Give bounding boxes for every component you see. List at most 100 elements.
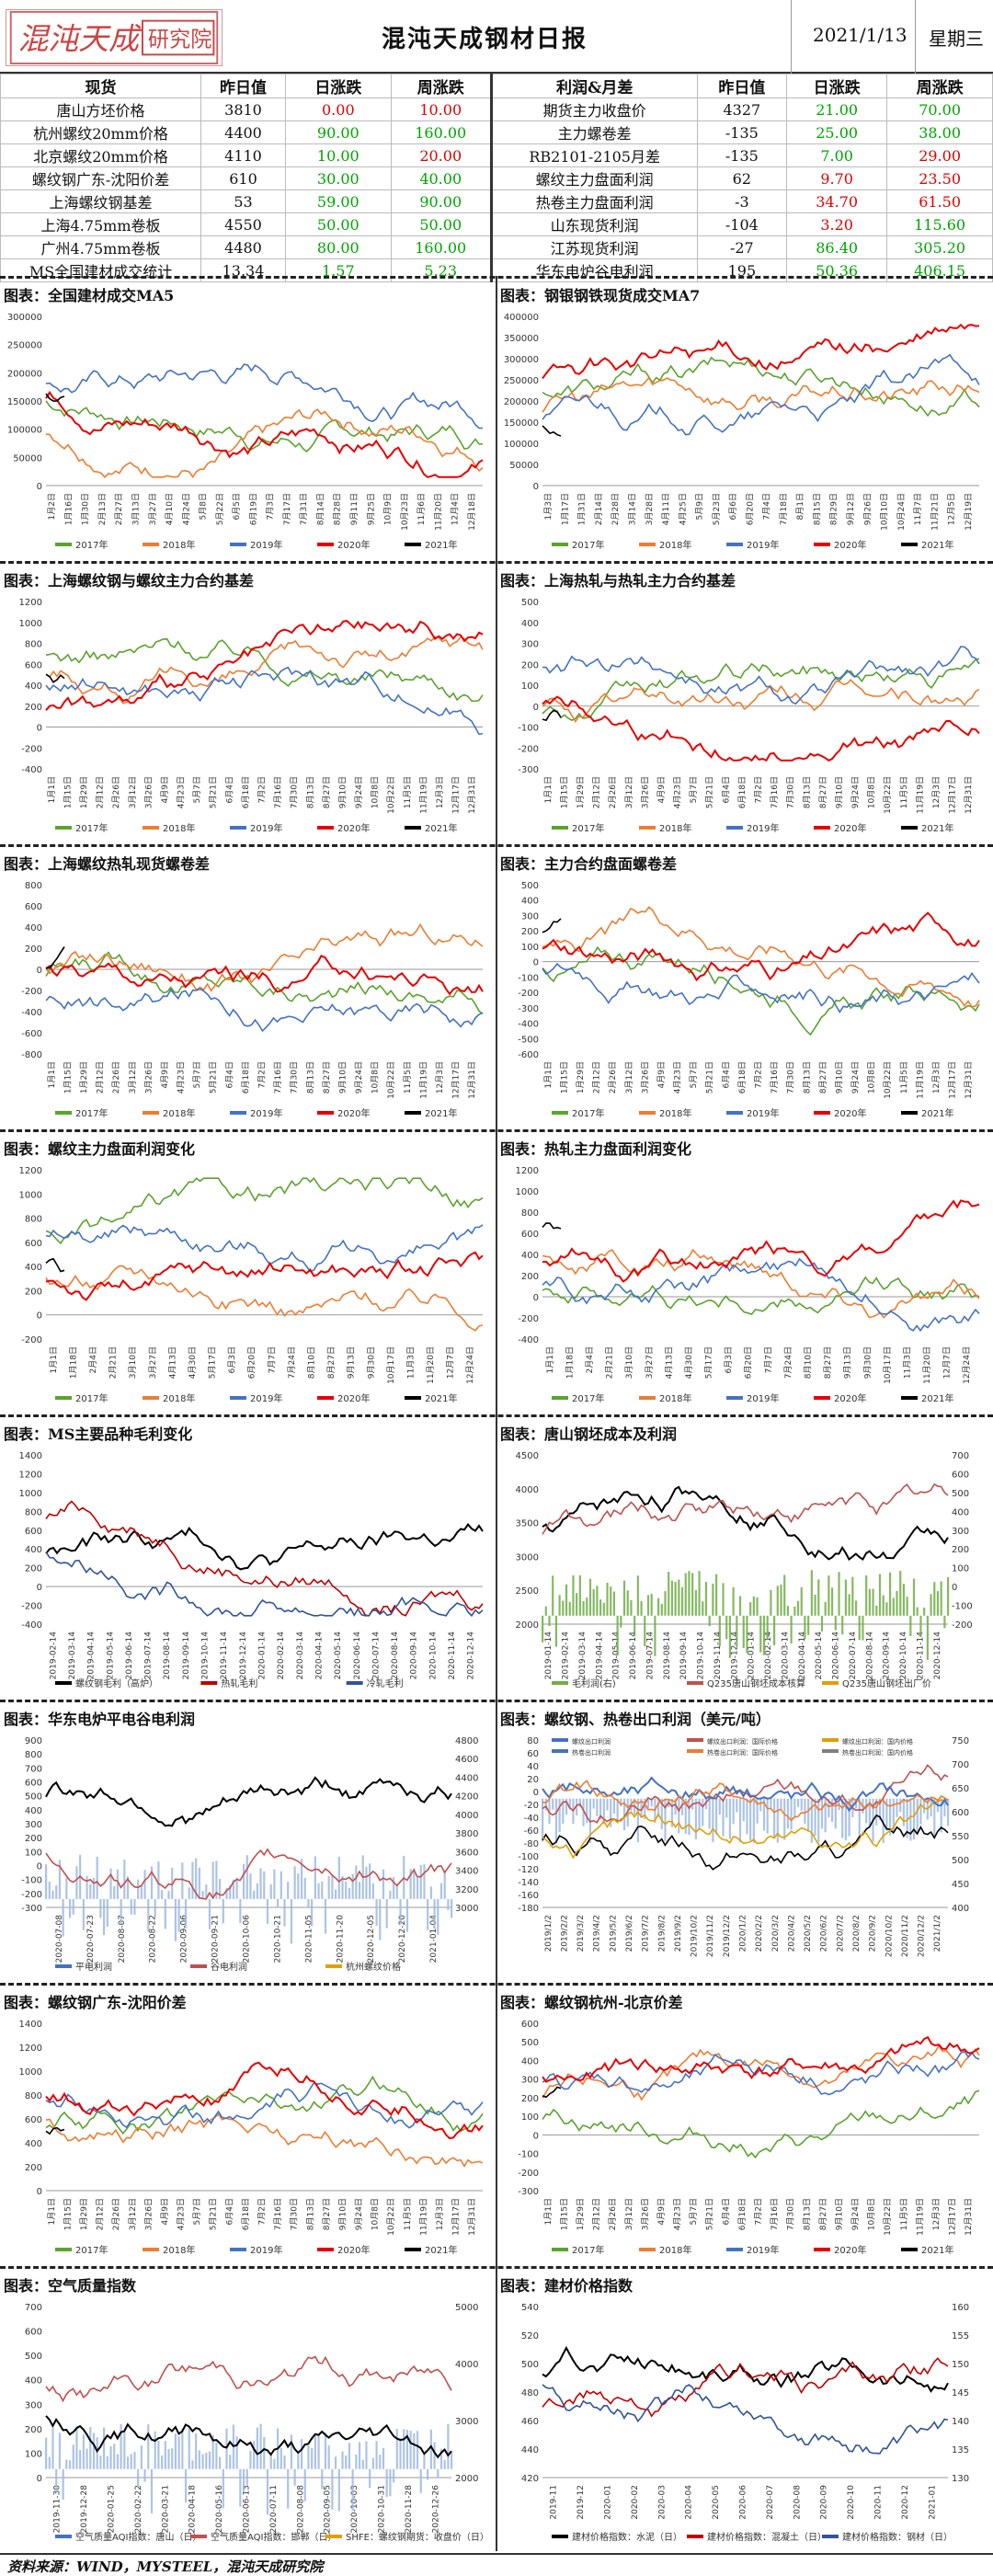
legend-swatch [552, 1396, 568, 1400]
bar [327, 2445, 330, 2469]
row-week-change: 10.00 [390, 97, 492, 121]
row-day-change: 34.70 [786, 189, 888, 213]
bar [72, 2444, 74, 2469]
x-tick-label: 12月3日 [931, 2198, 942, 2230]
row-day-change: 59.00 [284, 189, 392, 213]
bar [239, 2468, 242, 2507]
chart-2: 1200 1000 800 600 400 200 0 -200 -400 1月1日 1月15日 1月… [19, 598, 484, 834]
series-line [542, 1798, 949, 1860]
bar [358, 1882, 361, 1899]
bar [269, 1883, 272, 1899]
bar [303, 1877, 306, 1899]
chart-title: 图表：螺纹钢广东-沈阳价差 [4, 1990, 187, 2012]
legend-swatch [325, 2535, 342, 2538]
bar [552, 1575, 554, 1616]
y-tick-label: -40 [524, 1814, 539, 1824]
x-tick-label: 1月29日 [79, 776, 89, 808]
row-name: 热卷主力盘面利润 [489, 189, 698, 213]
y2-tick-label: 750 [952, 1736, 969, 1746]
bar [933, 1582, 936, 1616]
bar [120, 1898, 122, 1925]
bar [738, 1798, 742, 1843]
y-tick-label: 600 [25, 902, 42, 912]
bar [576, 1798, 578, 1815]
y-tick-label: 100 [521, 2112, 539, 2123]
x-tick-label: 2019/8/2 [657, 1915, 667, 1952]
y-tick-label: 800 [521, 1208, 539, 1219]
series-line [542, 962, 980, 1014]
x-tick-label: 5月8日 [199, 493, 209, 520]
x-tick-label: 4月9日 [160, 1061, 170, 1088]
x-tick-label: 2020-12-26 [431, 2485, 440, 2534]
x-tick-label: 3月27日 [645, 1346, 655, 1379]
bar [562, 1798, 565, 1824]
x-tick-label: 12月7日 [942, 1346, 953, 1379]
y-tick-label: -600 [518, 1050, 539, 1060]
row-value: 3810 [200, 97, 286, 121]
bar [147, 1898, 150, 1932]
bar [756, 1798, 759, 1824]
legend-swatch [687, 2535, 703, 2538]
y-tick-label: 500 [25, 2352, 42, 2362]
x-tick-label: 2019/9/2 [674, 1915, 683, 1952]
series-line [542, 2050, 980, 2096]
bar [680, 1586, 684, 1616]
bar [393, 2468, 395, 2483]
bar [875, 1605, 878, 1616]
bar [889, 1572, 892, 1616]
bar [804, 1615, 806, 1640]
legend-label: 杭州螺纹价格 [346, 1961, 401, 1973]
bar [936, 1591, 940, 1616]
bar [263, 1871, 266, 1899]
y-tick-label: -80 [524, 1839, 539, 1849]
legend-swatch [639, 543, 656, 546]
bar [167, 1890, 170, 1899]
bar [882, 1798, 885, 1843]
legend-label: 2017年 [75, 1392, 108, 1404]
bar [371, 1883, 374, 1899]
series-line [542, 906, 980, 1008]
y-tick-label: 150000 [504, 418, 539, 429]
legend-swatch [901, 1111, 918, 1115]
bar [273, 1869, 276, 1899]
bar [191, 2460, 194, 2469]
bar [602, 1798, 605, 1825]
y-tick-label: -140 [518, 1878, 539, 1888]
y2-tick-label: 100 [952, 1564, 969, 1574]
x-tick-label: 2020-10-14 [428, 1631, 438, 1680]
bar [738, 1596, 742, 1616]
bar [606, 1582, 609, 1616]
bar [164, 1898, 166, 1929]
legend-label: 2020年 [337, 1107, 370, 1119]
y2-tick-label: 140 [952, 2417, 969, 2427]
bar [89, 2426, 92, 2469]
bar [242, 2468, 245, 2493]
x-tick-label: 2月26日 [111, 776, 121, 808]
bar [568, 1798, 571, 1809]
y-tick-label: 1000 [516, 1187, 539, 1197]
x-tick-label: 2019-09-14 [679, 1631, 689, 1680]
bar [616, 1798, 619, 1822]
legend-label: 建材价格指数：混凝土（日） [707, 2531, 827, 2543]
row-week-change: 115.60 [886, 212, 993, 236]
y-tick-label: 200 [25, 1287, 42, 1297]
y-tick-label: 500 [521, 598, 539, 608]
y-tick-label: 400 [25, 1545, 42, 1555]
y-tick-label: 100 [521, 681, 539, 692]
bar [762, 1798, 766, 1831]
bar [82, 2433, 85, 2469]
bar [317, 1883, 320, 1899]
y-tick-label: -100 [518, 1852, 539, 1862]
x-tick-label: 2020-03-14 [781, 1631, 790, 1680]
series-line [45, 1224, 484, 1273]
series-line [542, 2035, 980, 2083]
bar [280, 2447, 282, 2469]
legend-label: 螺纹钢毛利（高炉） [75, 1677, 158, 1689]
legend-label: 2019年 [250, 822, 282, 834]
x-tick-label: 3月14日 [627, 493, 637, 525]
y-tick-label: 1400 [19, 2020, 42, 2030]
bar [912, 1578, 916, 1616]
chart-3: 500 400 300 200 100 0 -100 -200 -300 1月1日 1月15日 1月2… [518, 598, 980, 834]
bar [878, 1798, 882, 1821]
x-tick-label: 10月8日 [867, 2198, 877, 2230]
